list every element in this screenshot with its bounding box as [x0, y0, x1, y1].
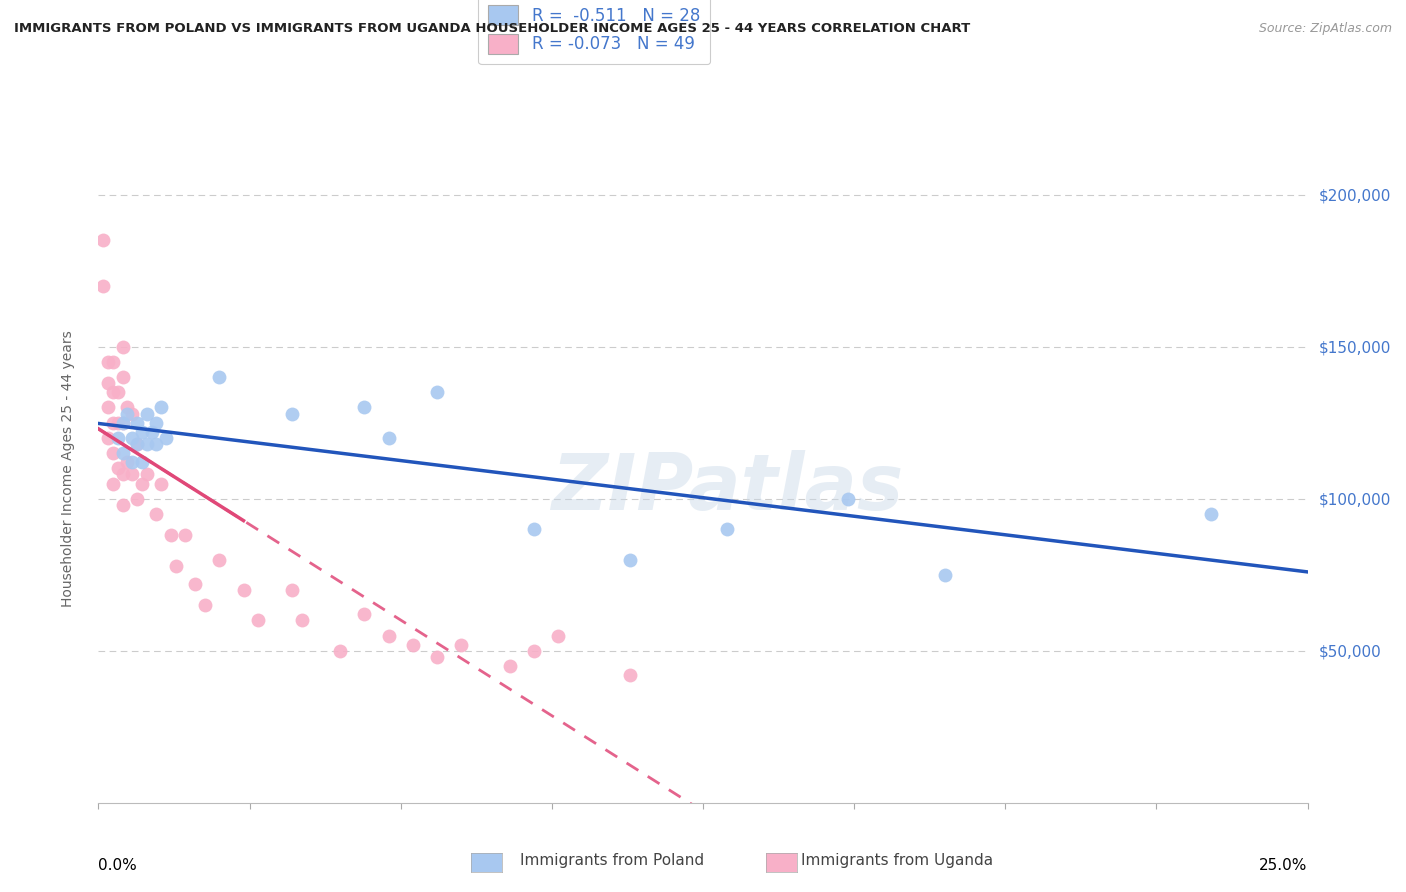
Point	[111, 446, 134, 460]
Point	[101, 385, 124, 400]
Point	[247, 613, 270, 627]
Point	[127, 416, 149, 430]
Point	[111, 370, 134, 384]
Point	[619, 552, 641, 566]
Point	[208, 370, 231, 384]
Point	[716, 522, 738, 536]
Point	[97, 401, 120, 415]
Point	[127, 437, 149, 451]
Point	[155, 431, 177, 445]
Point	[121, 407, 143, 421]
Point	[523, 644, 546, 658]
Point	[353, 401, 375, 415]
Point	[329, 644, 352, 658]
Point	[97, 431, 120, 445]
Point	[165, 558, 187, 573]
Point	[101, 416, 124, 430]
Point	[111, 416, 134, 430]
Point	[107, 461, 129, 475]
Point	[281, 407, 304, 421]
Point	[377, 431, 399, 445]
Point	[111, 498, 134, 512]
Point	[141, 425, 163, 439]
Point	[91, 278, 114, 293]
Point	[837, 491, 859, 506]
Point	[184, 577, 207, 591]
Point	[91, 233, 114, 247]
Point	[101, 476, 124, 491]
Point	[160, 528, 183, 542]
Point	[107, 431, 129, 445]
Point	[101, 446, 124, 460]
Point	[934, 567, 956, 582]
Point	[281, 582, 304, 597]
Point	[1199, 507, 1222, 521]
Legend: R =  -0.511   N = 28, R = -0.073   N = 49: R = -0.511 N = 28, R = -0.073 N = 49	[478, 0, 710, 64]
Point	[135, 437, 157, 451]
Point	[97, 355, 120, 369]
Text: 0.0%: 0.0%	[98, 857, 138, 872]
Point	[135, 467, 157, 482]
Point	[121, 431, 143, 445]
Point	[127, 491, 149, 506]
Point	[619, 668, 641, 682]
Point	[547, 628, 569, 642]
Point	[117, 401, 139, 415]
Point	[101, 355, 124, 369]
Point	[145, 416, 167, 430]
Point	[111, 467, 134, 482]
Point	[208, 552, 231, 566]
Point	[523, 522, 546, 536]
Point	[174, 528, 197, 542]
Point	[131, 455, 153, 469]
Point	[97, 376, 120, 391]
Point	[426, 385, 449, 400]
Point	[131, 425, 153, 439]
Point	[194, 598, 217, 612]
Point	[498, 659, 520, 673]
Point	[135, 407, 157, 421]
Point	[145, 507, 167, 521]
Point	[121, 455, 143, 469]
Point	[117, 455, 139, 469]
Text: Householder Income Ages 25 - 44 years: Householder Income Ages 25 - 44 years	[62, 330, 75, 607]
Point	[107, 416, 129, 430]
Point	[232, 582, 254, 597]
Point	[426, 649, 449, 664]
Text: Immigrants from Poland: Immigrants from Poland	[520, 854, 704, 868]
Text: Source: ZipAtlas.com: Source: ZipAtlas.com	[1258, 22, 1392, 36]
Point	[127, 437, 149, 451]
Point	[111, 416, 134, 430]
Point	[107, 385, 129, 400]
Point	[121, 467, 143, 482]
Text: IMMIGRANTS FROM POLAND VS IMMIGRANTS FROM UGANDA HOUSEHOLDER INCOME AGES 25 - 44: IMMIGRANTS FROM POLAND VS IMMIGRANTS FRO…	[14, 22, 970, 36]
Point	[150, 401, 173, 415]
Text: Immigrants from Uganda: Immigrants from Uganda	[801, 854, 994, 868]
Text: 25.0%: 25.0%	[1260, 857, 1308, 872]
Point	[145, 437, 167, 451]
Point	[131, 476, 153, 491]
Point	[353, 607, 375, 622]
Point	[290, 613, 312, 627]
Point	[377, 628, 399, 642]
Point	[150, 476, 173, 491]
Point	[111, 340, 134, 354]
Point	[117, 407, 139, 421]
Point	[402, 638, 425, 652]
Text: ZIPatlas: ZIPatlas	[551, 450, 903, 526]
Point	[450, 638, 472, 652]
